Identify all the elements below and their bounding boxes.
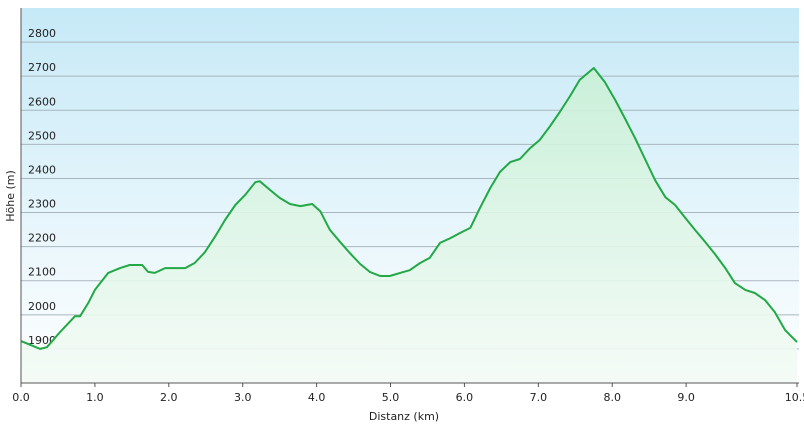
- y-tick-label: 2200: [28, 232, 56, 245]
- x-tick-label: 4.0: [308, 391, 326, 404]
- y-tick-label: 2600: [28, 95, 56, 108]
- x-tick-label: 7.0: [530, 391, 548, 404]
- area-fill: [21, 68, 797, 383]
- x-tick-label: 3.0: [234, 391, 252, 404]
- x-tick-label: 0.0: [12, 391, 30, 404]
- x-tick-label: 9.0: [677, 391, 695, 404]
- elevation-line: [20, 67, 798, 350]
- x-tick-label: 6.0: [456, 391, 474, 404]
- x-tick-label: 5.0: [382, 391, 400, 404]
- y-tick-label: 2800: [28, 27, 56, 40]
- y-tick-label: 2300: [28, 198, 56, 211]
- y-tick-label: 2500: [28, 129, 56, 142]
- y-axis-label: Höhe (m): [4, 170, 17, 222]
- y-tick-label: 2000: [28, 300, 56, 313]
- x-tick-label: 10.5: [785, 391, 804, 404]
- y-tick-label: 2700: [28, 61, 56, 74]
- x-tick-label: 8.0: [603, 391, 621, 404]
- x-tick-label: 2.0: [160, 391, 178, 404]
- x-axis-label: Distanz (km): [369, 410, 439, 423]
- y-tick-label: 2400: [28, 163, 56, 176]
- x-tick-label: 1.0: [86, 391, 104, 404]
- y-tick-label: 2100: [28, 266, 56, 279]
